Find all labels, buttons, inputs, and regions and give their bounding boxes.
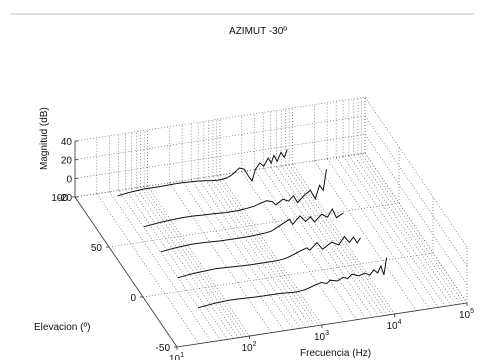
floor-grid-x [263, 168, 366, 319]
z-tick-label: 20 [61, 156, 73, 167]
floor-grid-x [314, 160, 417, 311]
y-tick-label: 100 [51, 193, 68, 204]
floor-grid-x [203, 177, 307, 328]
y-tick-label: 50 [91, 243, 103, 254]
floor-grid-x [353, 154, 457, 305]
back-wall-grid-z [74, 96, 366, 142]
x-axis-label: Frecuencia (Hz) [300, 348, 371, 359]
axis-frame [74, 141, 468, 348]
floor-grid-y [142, 252, 434, 298]
side-wall-grid-z [364, 115, 468, 266]
floor-grid-x [169, 182, 272, 333]
grid-lines [74, 96, 468, 348]
floor-grid-x [96, 193, 200, 344]
floor-grid-x [197, 178, 301, 329]
series-line-elev--30 [197, 257, 388, 309]
series-line-elev-50 [143, 169, 327, 228]
floor-grid-x [361, 153, 464, 304]
floor-grid-x [136, 187, 239, 338]
side-wall-grid-z [364, 152, 468, 304]
floor-grid-x [212, 175, 316, 327]
side-wall-grid-z [364, 134, 468, 285]
floor-grid-x [125, 189, 228, 340]
y-axis-label: Elevacion (º) [34, 322, 90, 333]
z-axis-label: Magnitud (dB) [39, 107, 50, 170]
x-tick-label: 101 [169, 352, 184, 360]
floor-grid-x [292, 163, 395, 315]
y-tick-label: 0 [130, 293, 136, 304]
series-line-elev-80 [117, 149, 288, 197]
floor-grid-x [143, 186, 247, 337]
floor-grid-x [348, 155, 452, 306]
floor-grid-x [219, 174, 323, 326]
floor-grid-x [140, 186, 243, 338]
floor-grid-x [216, 175, 319, 326]
chart-title: AZIMUT -30º [229, 26, 287, 37]
floor-grid-x [181, 180, 285, 331]
x-tick-label: 103 [314, 330, 329, 343]
floor-grid-x [288, 164, 392, 315]
floor-grid-x [357, 153, 461, 305]
back-wall-grid-z [74, 152, 366, 198]
series-group [117, 149, 388, 309]
floor-grid-y [108, 202, 400, 248]
floor-grid-x [285, 164, 388, 316]
floor-grid-x [342, 156, 446, 307]
y-tick-label: -50 [156, 343, 171, 354]
floor-grid-x [147, 185, 250, 337]
y-axis-line [74, 196, 178, 348]
x-tick-label: 105 [459, 308, 474, 321]
series-line-elev-0 [177, 235, 361, 279]
z-tick-label: 40 [61, 137, 73, 148]
side-wall-grid-z [364, 96, 468, 248]
floor-grid-x [335, 157, 439, 308]
back-wall-grid-z [74, 134, 366, 179]
z-tick-label: -20 [58, 193, 73, 204]
floor-grid-x [118, 190, 221, 341]
floor-grid-x [131, 188, 234, 339]
floor-grid-x [190, 179, 294, 330]
axis-ticks: 101 102 103 104 105 -50 0 50 100-20 0 20 40 [51, 137, 474, 360]
floor-grid-x [281, 165, 384, 316]
floor-grid-x [254, 169, 357, 320]
floor-grid-x [109, 191, 212, 342]
x-tick-label: 102 [242, 341, 257, 354]
z-tick-label: 0 [66, 174, 72, 185]
floor-grid-x [208, 176, 312, 327]
floor-grid-x [270, 167, 373, 318]
floor-grid-x [241, 171, 345, 322]
series-line-elev-25 [160, 207, 344, 253]
floor-grid-x [276, 166, 379, 317]
back-wall-grid-z [74, 115, 366, 160]
x-tick-label: 104 [387, 319, 402, 332]
floor-grid-x [326, 158, 430, 309]
